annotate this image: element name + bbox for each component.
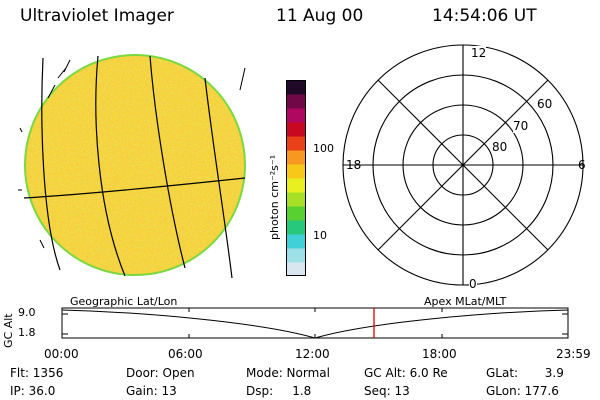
time-tick-0000: 00:00 — [44, 347, 79, 361]
mlt-label-18: 18 — [346, 158, 362, 172]
mlat-label-80: 80 — [492, 140, 508, 154]
info-gc-alt: GC Alt: 6.0 Re — [364, 366, 448, 380]
polar-mlat-mlt-plot — [342, 44, 584, 286]
info-mode: Mode: Normal — [246, 366, 330, 380]
altitude-plot — [61, 307, 569, 339]
colorbar-tick-10: 10 — [313, 229, 327, 242]
colorbar-band — [286, 178, 306, 193]
time-tick-0600: 06:00 — [168, 347, 203, 361]
info-dsp: Dsp: 1.8 — [246, 384, 312, 398]
mlt-label-12: 12 — [471, 46, 487, 60]
colorbar-band — [286, 192, 306, 207]
time-tick-2359: 23:59 — [556, 347, 591, 361]
colorbar-band — [286, 262, 306, 276]
altitude-plot-frame — [61, 307, 569, 339]
colorbar-band — [286, 234, 306, 249]
mlt-label-6: 6 — [578, 158, 586, 172]
geographic-grid — [23, 55, 246, 279]
info-seq: Seq: 13 — [364, 384, 410, 398]
colorbar-unit-label: photon cm⁻²s⁻¹ — [268, 154, 281, 240]
colorbar-band — [286, 136, 306, 151]
info-ip: IP: 36.0 — [10, 384, 56, 398]
observation-time: 14:54:06 UT — [432, 6, 537, 26]
mlat-label-60: 60 — [537, 97, 553, 111]
altitude-axis-label: GC Alt — [2, 313, 15, 348]
colorbar-band — [286, 206, 306, 221]
altitude-curve — [61, 309, 569, 339]
earth-image-panel — [18, 54, 246, 279]
info-glon: GLon: 177.6 — [486, 384, 559, 398]
colorbar-gradient — [286, 80, 306, 276]
colorbar-tick-100: 100 — [313, 142, 334, 155]
colorbar-band — [286, 122, 306, 137]
info-door: Door: Open — [126, 366, 195, 380]
mlt-label-0: 0 — [469, 277, 477, 291]
observation-date: 11 Aug 00 — [276, 6, 364, 26]
stray-grid-marks — [18, 59, 246, 249]
altitude-ytick-high: 9.0 — [18, 306, 36, 319]
geographic-grid-label: Geographic Lat/Lon — [70, 295, 178, 308]
colorbar-band — [286, 220, 306, 235]
time-tick-1200: 12:00 — [295, 347, 330, 361]
altitude-ytick-low: 1.8 — [18, 326, 36, 339]
colorbar-band — [286, 80, 306, 95]
apex-grid-label: Apex MLat/MLT — [424, 295, 507, 308]
info-gain: Gain: 13 — [126, 384, 177, 398]
info-glat: GLat: 3.9 — [486, 366, 564, 380]
intensity-colorbar — [286, 80, 306, 276]
colorbar-band — [286, 248, 306, 263]
colorbar-band — [286, 94, 306, 109]
colorbar-band — [286, 164, 306, 179]
instrument-title: Ultraviolet Imager — [20, 6, 174, 26]
colorbar-band — [286, 108, 306, 123]
mlat-label-70: 70 — [513, 119, 529, 133]
info-flight: Flt: 1356 — [10, 366, 64, 380]
time-tick-1800: 18:00 — [422, 347, 457, 361]
colorbar-band — [286, 150, 306, 165]
